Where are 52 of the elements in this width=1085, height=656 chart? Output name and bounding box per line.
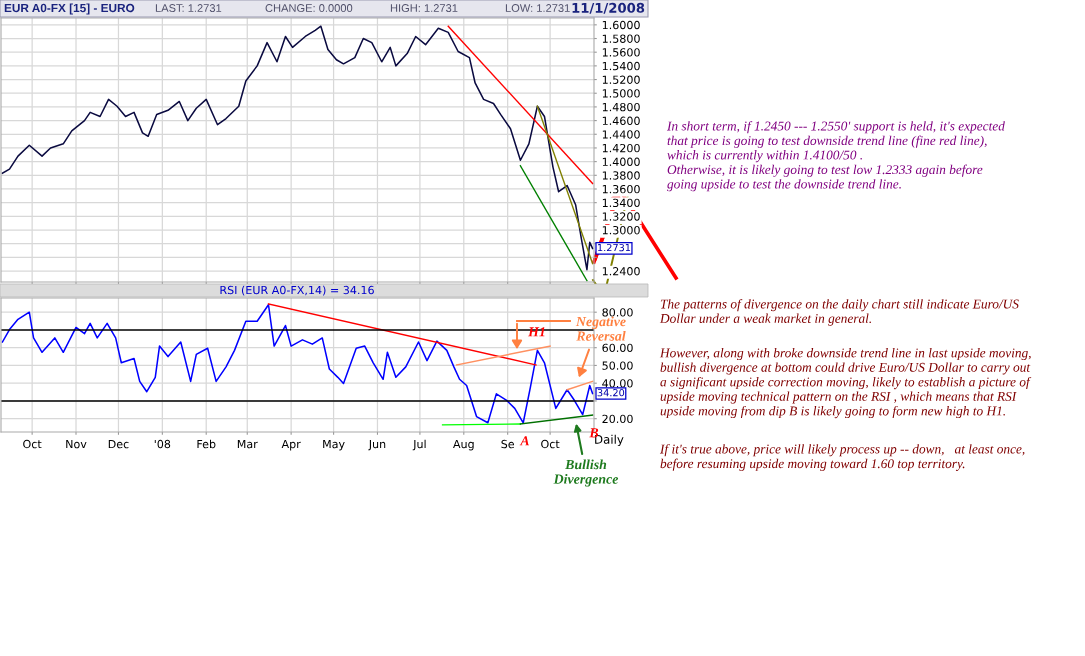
- x-tick-label: '08: [154, 439, 171, 449]
- y-tick-label: 20.00: [602, 414, 633, 424]
- y-tick-label: 1.3000: [602, 226, 640, 235]
- x-tick-label: May: [323, 439, 345, 451]
- x-tick-label: Mar: [237, 439, 258, 449]
- y-tick-label: 40.00: [602, 379, 633, 388]
- annotation: 1.2731: [598, 243, 631, 252]
- annotation: A: [519, 436, 530, 446]
- x-tick-label: Se: [501, 439, 515, 449]
- chart-title: EUR A0-FX [15] - EURO: [4, 3, 135, 15]
- text: LAST: 1.2731: [155, 4, 222, 12]
- y-tick-label: 1.2400: [602, 267, 640, 276]
- x-tick-label: Nov: [66, 439, 87, 449]
- text: In short term, if 1.2450 --- 1.2550' support is held, it's expected that price is going to test downside trend line (fine red line), which is currently within 1.4100/50 . Otherwise, it is likely going to test low 1.2333 again before going upside to test the downside trend line.: [666, 121, 1005, 192]
- y-tick-label: 1.4400: [602, 130, 640, 139]
- y-tick-label: 60.00: [602, 343, 633, 353]
- annotation: 34.20: [597, 388, 625, 397]
- y-tick-label: 1.4200: [602, 143, 640, 153]
- text: The patterns of divergence on the daily chart still indicate Euro/US Dollar under a weak market in general.: [659, 299, 1019, 326]
- y-tick-label: 1.5600: [602, 48, 640, 57]
- y-tick-label: 1.5400: [602, 61, 640, 71]
- text: LOW: 1.2731: [505, 4, 570, 12]
- x-tick-label: Oct: [541, 439, 560, 449]
- y-tick-label: 1.4600: [602, 116, 640, 125]
- x-tick-label: Jun: [368, 439, 386, 451]
- annotation: Bullish Divergence: [553, 459, 619, 487]
- y-tick-label: 1.3400: [602, 198, 640, 208]
- y-tick-label: 1.5800: [602, 34, 640, 43]
- y-tick-label: 80.00: [602, 308, 633, 317]
- chart-title: RSI (EUR A0-FX,14) = 34.16: [220, 285, 374, 296]
- text: 11/1/2008: [572, 2, 645, 14]
- y-tick-label: 50.00: [602, 361, 633, 370]
- x-tick-label: Dec: [108, 439, 129, 449]
- line-series: [1, 25, 594, 271]
- x-tick-label: Oct: [23, 439, 42, 449]
- text: HIGH: 1.2731: [390, 4, 458, 12]
- y-tick-label: 1.4000: [602, 157, 640, 167]
- y-tick-label: 1.6000: [602, 20, 640, 30]
- y-tick-label: 1.4800: [602, 102, 640, 112]
- text: However, along with broke downside trend line in last upside moving, bullish divergence at bottom could drive Euro/US Dollar to carry out a significant upside correction moving, likely to establish a picture of upside moving technical pattern on the RSI , which means that RSI upside moving from dip B is likely going to form new high to H1.: [659, 348, 1032, 419]
- x-tick-label: Jul: [412, 439, 426, 451]
- x-tick-label: Feb: [197, 439, 216, 449]
- annotation: Negative Reversal: [575, 316, 626, 341]
- text: If it's true above, price will likely process up -- down, at least once, before resuming upside moving toward 1.60 top territory.: [659, 444, 1025, 471]
- x-tick-label: Apr: [281, 439, 301, 451]
- text: CHANGE: 0.0000: [265, 4, 353, 12]
- y-tick-label: 1.3600: [602, 184, 640, 194]
- y-tick-label: 1.3200: [602, 212, 640, 221]
- y-tick-label: 1.3800: [602, 171, 640, 180]
- x-tick-label: Aug: [453, 439, 474, 451]
- y-tick-label: 1.5200: [602, 75, 640, 84]
- y-tick-label: 1.5000: [602, 89, 640, 98]
